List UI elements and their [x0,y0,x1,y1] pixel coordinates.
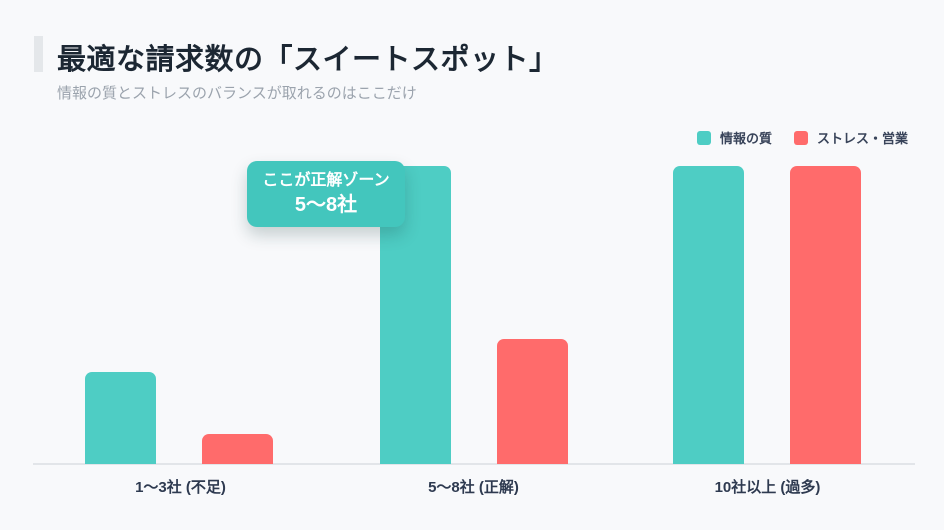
chart-legend: 情報の質 ストレス・営業 [696,128,908,147]
legend-label-quality: 情報の質 [719,131,772,146]
legend-item-stress: ストレス・営業 [793,128,908,147]
legend-item-quality: 情報の質 [696,128,772,147]
legend-label-stress: ストレス・営業 [816,131,908,146]
bar-quality-group1 [85,372,156,464]
callout-text-line1: ここが正解ゾーン [262,171,390,189]
bar-stress-group3 [790,166,861,464]
page-subtitle: 情報の質とストレスのバランスが取れるのはここだけ [57,85,417,102]
legend-swatch-quality [696,130,711,145]
x-axis-label-group2: 5〜8社 (正解) [428,479,519,496]
x-axis-line [33,463,915,465]
callout-text-line2: 5〜8社 [294,194,358,217]
x-axis-label-group1: 1〜3社 (不足) [135,479,226,496]
page-title: 最適な請求数の「スイートスポット」 [57,44,559,76]
legend-swatch-stress [793,130,808,145]
bar-stress-group2 [497,339,568,464]
x-axis-label-group3: 10社以上 (過多) [714,479,821,496]
sweet-spot-callout: ここが正解ゾーン 5〜8社 [247,161,405,227]
bar-stress-group1 [202,434,273,464]
title-accent-bar [34,36,43,72]
bar-quality-group3 [673,166,744,464]
